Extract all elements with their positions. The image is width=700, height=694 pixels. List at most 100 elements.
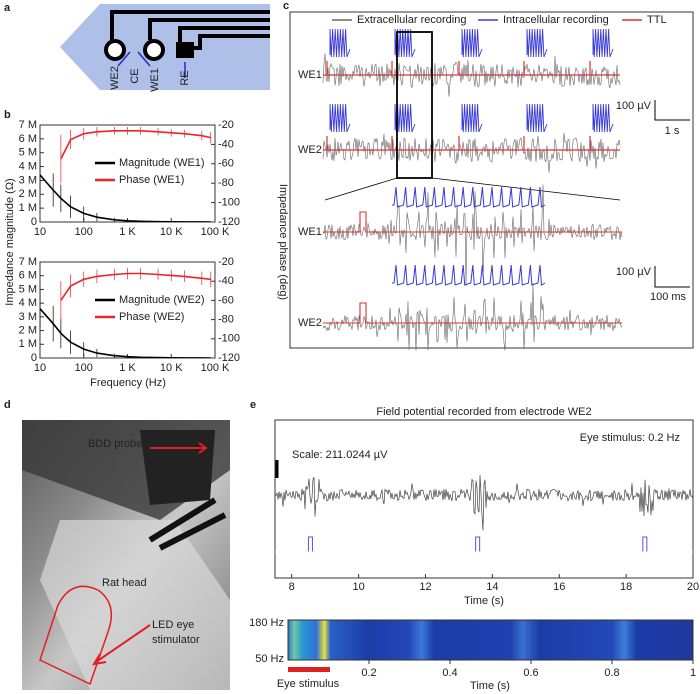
y2-tick-label: -80 [218,314,234,326]
y-label: 50 Hz [255,653,284,665]
y-tick-label: 1 M [19,202,37,214]
series-line [40,174,211,222]
electrode-label: WE1 [149,68,161,92]
x-tick-label: 14 [486,581,498,593]
panel-c-frame [289,11,694,349]
photo-head [40,520,230,690]
scale-time: 1 s [665,125,680,137]
x-tick-label: 1 [690,667,696,679]
x-tick-label: 0.8 [604,667,619,679]
intracellular-burst [461,103,483,133]
panel-label: e [250,399,256,411]
x-tick-label: 10 [34,362,46,374]
x-tick-label: 0.4 [442,667,457,679]
spectrogram [287,619,694,661]
series-line [60,130,211,160]
stimulus-note: Eye stimulus: 0.2 Hz [580,432,680,444]
y2-axis-label: Impedance phase (deg) [277,184,289,300]
scale-bar-top [654,100,690,121]
scale-amplitude: 100 µV [616,100,652,112]
y2-tick-label: -120 [218,216,240,228]
intracellular-burst [526,28,548,58]
ttl-trace [323,302,622,324]
probe-trace [190,34,270,50]
x-tick-label: 10 [352,581,364,593]
plot-area [40,267,212,358]
y-tick-label: 1 M [19,338,37,350]
photo-probe [140,430,215,505]
electrode-re [176,42,194,58]
channel-label: WE1 [298,226,322,238]
y-tick-label: 2 M [19,188,37,200]
zoom-box [396,31,433,179]
intracellular-burst [526,103,548,133]
intracellular-trace [392,186,546,208]
legend-label: Extracellular recording [357,14,466,26]
scale-time: 100 ms [650,291,687,303]
y-axis-label: Impedance magnitude (Ω) [4,178,16,305]
channel-label: WE2 [298,144,322,156]
x-axis-label: Time (s) [470,680,510,692]
y-tick-label: 0 [31,216,37,228]
plot-area [40,126,212,222]
series-line [40,308,211,358]
photo-label: LED eye [152,619,194,631]
x-tick-label: 100 [75,362,93,374]
x-tick-label: 1 K [119,226,136,238]
intracellular-burst [461,28,483,58]
electrode-label: CE [129,68,141,83]
panel-title: Field potential recorded from electrode … [376,406,591,418]
y2-tick-label: -40 [218,275,234,287]
photo-arrow [92,624,151,666]
legend-label: Magnitude (WE1) [119,157,205,169]
stimulus-pulse [475,536,481,553]
intracellular-burst [592,103,614,133]
scale-bar-bottom [654,266,690,288]
extracellular-trace [322,132,621,173]
intracellular-burst [329,103,351,133]
legend-label: Magnitude (WE2) [119,294,205,306]
legend-label: Phase (WE2) [119,311,184,323]
plot-frame [274,419,694,579]
ttl-trace [323,211,622,233]
intracellular-burst [329,28,351,58]
y-tick-label: 7 M [19,256,37,268]
stimulus-bar [288,667,330,672]
y2-tick-label: -80 [218,177,234,189]
panel-label: b [4,109,11,121]
x-tick-label: 100 K [201,226,230,238]
x-tick-label: 10 [34,226,46,238]
x-tick-label: 0.6 [523,667,538,679]
y2-tick-label: -100 [218,333,240,345]
x-tick-label: 8 [289,581,295,593]
y-tick-label: 4 M [19,297,37,309]
y2-tick-label: -120 [218,352,240,364]
electrode-label: WE2 [109,66,121,90]
y-tick-label: 3 M [19,311,37,323]
y-tick-label: 5 M [19,283,37,295]
x-tick-label: 16 [553,581,565,593]
x-axis-label: Frequency (Hz) [90,377,166,389]
extracellular-trace [322,184,623,286]
photo-arrow [150,442,208,454]
probe-trace [178,26,270,42]
probe-trace [110,10,270,40]
y-tick-label: 6 M [19,270,37,282]
photo-label: BDD probe [88,438,142,450]
x-tick-label: 10 K [160,362,183,374]
led-outline [39,585,113,686]
y-tick-label: 7 M [19,119,37,131]
y2-tick-label: -60 [218,294,234,306]
photo-label: Rat head [102,577,147,589]
electrode-arrows [117,51,186,78]
y-tick-label: 4 M [19,160,37,172]
y2-tick-label: -100 [218,197,240,209]
x-tick-label: 100 K [201,362,230,374]
photo-clip [148,497,227,551]
y2-tick-label: -40 [218,138,234,150]
x-tick-label: 12 [419,581,431,593]
y-tick-label: 5 M [19,147,37,159]
scale-note: Scale: 211.0244 µV [292,449,388,461]
probe-trace [148,18,270,40]
